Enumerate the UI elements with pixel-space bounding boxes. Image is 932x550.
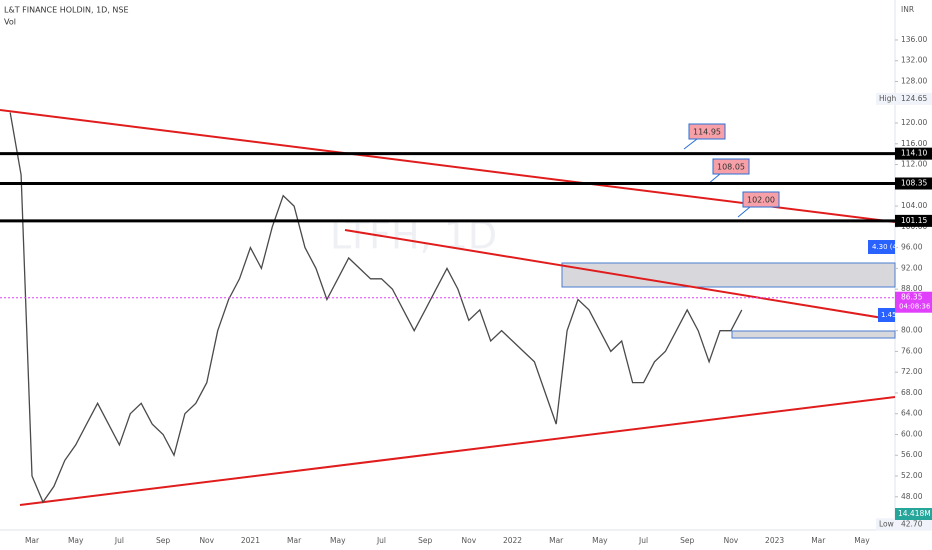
- last-price-box: [895, 291, 932, 313]
- x-tick-label: Mar: [287, 536, 302, 545]
- level-label-box: [895, 214, 932, 227]
- y-tick-label: 64.00: [901, 409, 923, 418]
- y-tick-label: 128.00: [901, 76, 927, 85]
- x-tick-label: May: [330, 536, 346, 545]
- y-tick-label: 136.00: [901, 35, 927, 44]
- volume-value: 14.418M: [898, 509, 931, 518]
- y-tick-label: 132.00: [901, 56, 927, 65]
- y-tick-label: 72.00: [901, 367, 923, 376]
- callout-label: 108.05: [717, 163, 745, 172]
- high-box: [876, 92, 932, 105]
- trend-line: [344, 229, 896, 321]
- level-label-box: [895, 147, 932, 160]
- x-tick-label: May: [854, 536, 870, 545]
- callout-pointer: [737, 206, 751, 218]
- x-tick-label: Jul: [376, 536, 386, 545]
- x-tick-label: Mar: [811, 536, 826, 545]
- y-tick-label: 68.00: [901, 388, 923, 397]
- y-tick-label: 96.00: [901, 243, 923, 252]
- x-tick-label: Mar: [549, 536, 564, 545]
- low-value: 42.70: [901, 519, 923, 528]
- y-tick-label: 88.00: [901, 284, 923, 293]
- y-tick-label: 116.00: [901, 139, 927, 148]
- callout-pointer: [683, 138, 698, 150]
- x-tick-label: Nov: [199, 536, 214, 545]
- y-tick-label: 104.00: [901, 201, 927, 210]
- y-tick-label: 76.00: [901, 346, 923, 355]
- y-tick-label: 92.00: [901, 263, 923, 272]
- high-value: 124.65: [901, 94, 927, 103]
- measure-box: [868, 240, 895, 254]
- y-tick-label: 60.00: [901, 429, 923, 438]
- trend-line: [19, 396, 896, 506]
- callout-label: 102.00: [747, 196, 775, 205]
- last-price-label: 86.35: [901, 293, 923, 302]
- y-tick-label: 48.00: [901, 492, 923, 501]
- x-tick-label: 2023: [765, 536, 784, 545]
- measure-label: 4.30 (4.: [872, 243, 899, 251]
- callout-label: 114.95: [693, 128, 721, 137]
- x-tick-label: Jul: [638, 536, 648, 545]
- x-tick-label: Nov: [724, 536, 739, 545]
- x-tick-label: Sep: [156, 536, 170, 545]
- callout-box: [742, 191, 780, 208]
- y-tick-label: 56.00: [901, 450, 923, 459]
- low-box: [876, 518, 932, 531]
- x-tick-label: Mar: [25, 536, 40, 545]
- level-label: 101.15: [901, 216, 927, 225]
- measure-label: 1.45: [881, 311, 897, 319]
- level-label: 108.35: [901, 179, 927, 188]
- x-tick-label: Sep: [680, 536, 694, 545]
- x-tick-label: 2021: [241, 536, 260, 545]
- zone: [731, 330, 896, 339]
- volume-title: Vol: [4, 18, 16, 27]
- volume-box: [895, 508, 932, 520]
- low-name: Low: [879, 519, 894, 528]
- high-name: High: [879, 94, 896, 103]
- level-label-box: [895, 177, 932, 190]
- callout-box: [688, 123, 726, 140]
- y-tick-label: 52.00: [901, 471, 923, 480]
- price-line: [9, 112, 743, 504]
- currency: INR: [901, 5, 914, 14]
- x-tick-label: May: [68, 536, 84, 545]
- countdown: 04:08:36: [899, 303, 931, 311]
- level-label: 114.10: [901, 149, 927, 158]
- chart-title: L&T FINANCE HOLDIN, 1D, NSE: [4, 6, 129, 15]
- measure-box: [878, 308, 895, 322]
- x-tick-label: May: [592, 536, 608, 545]
- y-tick-label: 80.00: [901, 326, 923, 335]
- x-tick-label: Nov: [462, 536, 477, 545]
- x-tick-label: 2022: [503, 536, 522, 545]
- y-tick-label: 120.00: [901, 118, 927, 127]
- x-tick-label: Jul: [114, 536, 124, 545]
- x-tick-label: Sep: [418, 536, 432, 545]
- zone: [561, 262, 896, 288]
- callout-box: [712, 158, 750, 175]
- y-tick-label: 112.00: [901, 160, 927, 169]
